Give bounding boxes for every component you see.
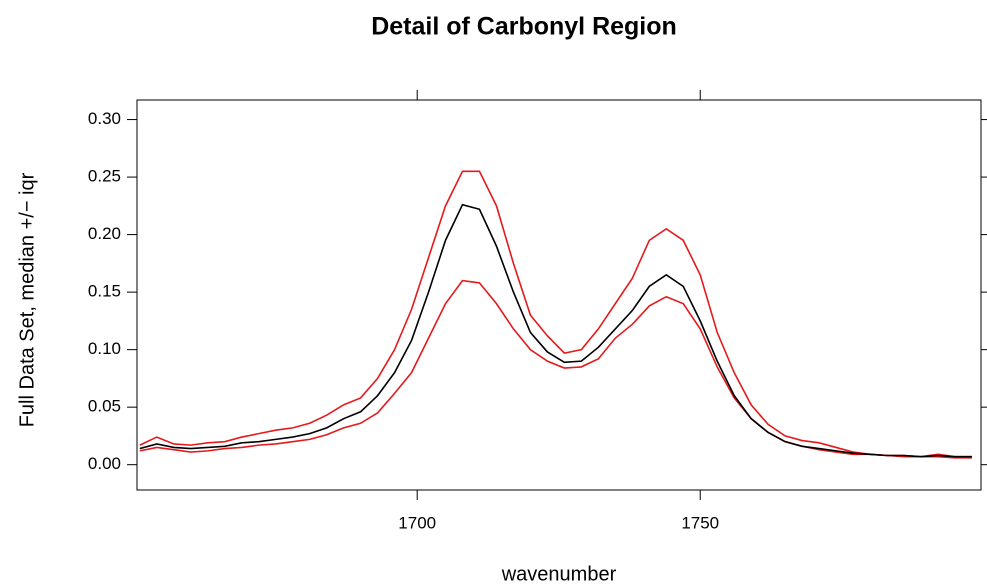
plot-frame xyxy=(136,99,982,491)
y-tick-label: 0.20 xyxy=(88,224,121,243)
data-line xyxy=(139,203,972,458)
y-tick-label: 0.10 xyxy=(88,339,121,358)
y-tick-label: 0.15 xyxy=(88,282,121,301)
y-tick-label: 0.25 xyxy=(88,167,121,186)
x-axis-label: wavenumber xyxy=(501,563,617,585)
data-line xyxy=(139,170,972,458)
y-tick-label: 0.00 xyxy=(88,454,121,473)
y-tick-label: 0.30 xyxy=(88,109,121,128)
x-tick-label: 1700 xyxy=(398,513,436,532)
y-axis-label: Full Data Set, median +/− iqr xyxy=(16,172,38,427)
chart-title: Detail of Carbonyl Region xyxy=(371,13,677,41)
y-tick-label: 0.05 xyxy=(88,397,121,416)
data-line xyxy=(139,279,972,459)
x-tick-label: 1750 xyxy=(681,513,719,532)
